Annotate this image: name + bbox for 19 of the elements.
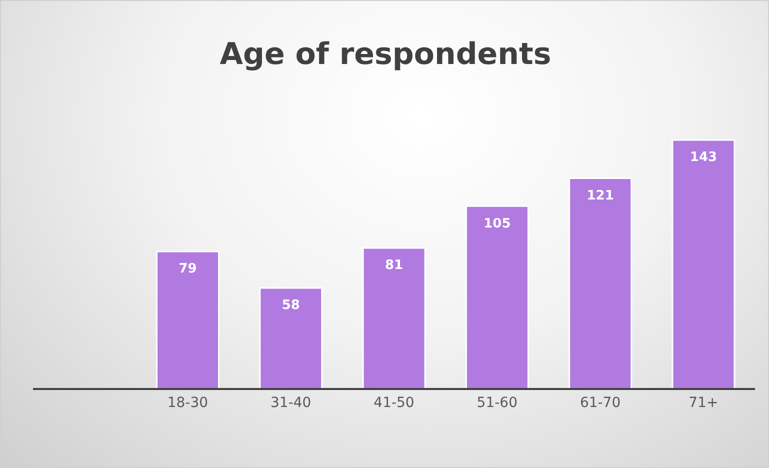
bar (259, 287, 323, 390)
x-tick-label: 18-30 (167, 394, 208, 411)
bar (362, 247, 426, 390)
data-label: 105 (484, 216, 511, 232)
data-label: 79 (178, 262, 197, 277)
x-tick-label: 71+ (688, 394, 718, 411)
bar (672, 139, 736, 390)
bar (156, 250, 220, 390)
x-tick-label: 41-50 (374, 394, 414, 411)
chart-title: Age of respondents (218, 37, 552, 72)
x-tick-label: 61-70 (580, 394, 621, 411)
data-label: 121 (586, 188, 614, 204)
bar (465, 205, 529, 390)
x-tick-label: 51-60 (476, 394, 518, 411)
x-tick-label: 31-40 (270, 394, 312, 411)
data-label: 143 (690, 150, 718, 166)
data-label: 81 (385, 258, 404, 274)
bar (568, 178, 632, 390)
data-label: 58 (282, 298, 300, 314)
